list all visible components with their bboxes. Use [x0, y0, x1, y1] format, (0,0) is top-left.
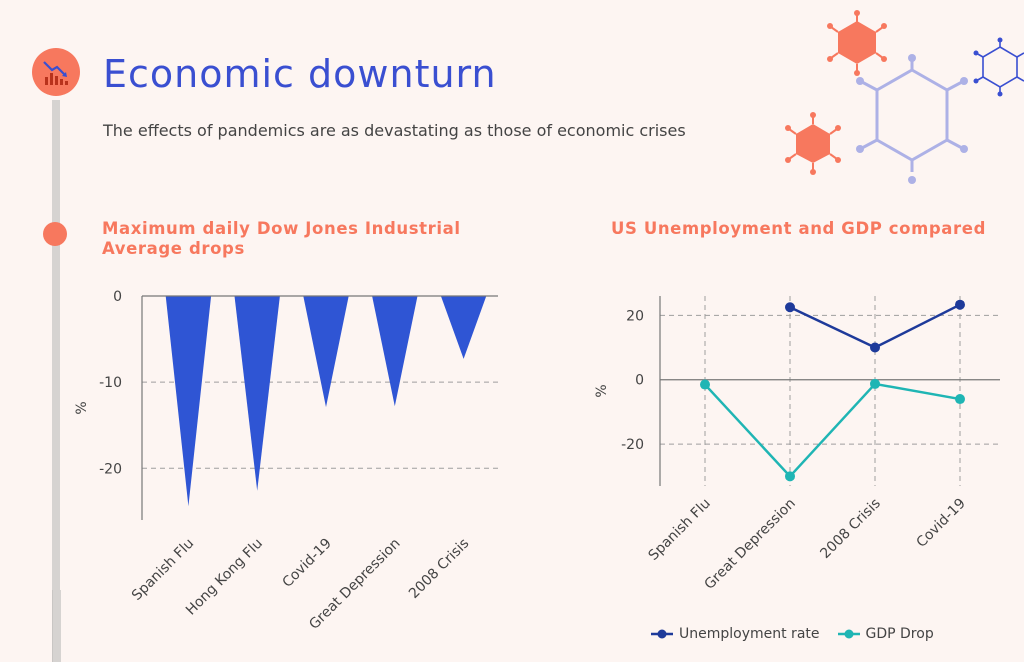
chart2-title: US Unemployment and GDP compared	[611, 219, 986, 238]
chart2-point-unemployment	[785, 302, 795, 313]
legend-swatch-gdp	[837, 629, 860, 639]
molecule-hexagons-icon	[785, 10, 1024, 184]
chart1-y-tick-label: -20	[99, 461, 122, 477]
chart2-y-axis-label: %	[594, 384, 610, 397]
legend-label-unemployment: Unemployment rate	[679, 626, 820, 642]
chart1-x-tick-label: Spanish Flu	[129, 536, 197, 604]
chart2-point-unemployment	[870, 342, 880, 353]
chart1-bar	[234, 296, 280, 491]
page-subtitle: The effects of pandemics are as devastat…	[103, 121, 686, 140]
chart1-y-tick-label: -10	[99, 375, 122, 391]
chart2-x-tick-label: Covid-19	[913, 496, 968, 551]
chart2-point-gdp	[700, 379, 710, 390]
timeline-rail	[52, 100, 60, 590]
timeline-dot	[43, 222, 67, 246]
legend-item-unemployment: Unemployment rate	[651, 626, 820, 642]
legend-item-gdp: GDP Drop	[837, 626, 934, 642]
chart1-bar	[303, 296, 349, 408]
chart2-line-gdp	[704, 382, 961, 479]
chart2-x-tick-label: Spanish Flu	[646, 496, 714, 564]
chart2-x-tick-label: 2008 Crisis	[817, 496, 883, 562]
legend-label-gdp: GDP Drop	[865, 626, 934, 642]
chart2-point-unemployment	[955, 299, 965, 310]
chart1-bar	[440, 296, 487, 359]
chart2-y-tick-label: 20	[626, 308, 644, 324]
chart2-y-tick-label: 0	[635, 373, 644, 389]
chart1-bar	[165, 296, 212, 507]
chart2-point-gdp	[785, 471, 795, 482]
chart1-y-axis-label: %	[74, 401, 90, 414]
chart2-legend: Unemployment rate GDP Drop	[651, 626, 934, 642]
chart1-x-tick-label: 2008 Crisis	[406, 536, 472, 602]
chart2-x-tick-label: Great Depression	[701, 496, 798, 593]
chart2-y-tick-label: -20	[621, 437, 644, 453]
chart1-bar	[372, 296, 418, 407]
chart1-x-tick-label: Covid-19	[279, 536, 334, 591]
chart-down-icon	[32, 48, 80, 96]
legend-swatch-unemployment	[651, 629, 673, 639]
page-title: Economic downturn	[103, 52, 497, 96]
chart1-title: Maximum daily Dow Jones Industrial Avera…	[102, 219, 461, 258]
chart2-point-gdp	[955, 394, 965, 405]
chart1-y-tick-label: 0	[113, 289, 122, 305]
timeline-rail-lower	[52, 590, 61, 662]
chart2-point-gdp	[870, 378, 880, 389]
